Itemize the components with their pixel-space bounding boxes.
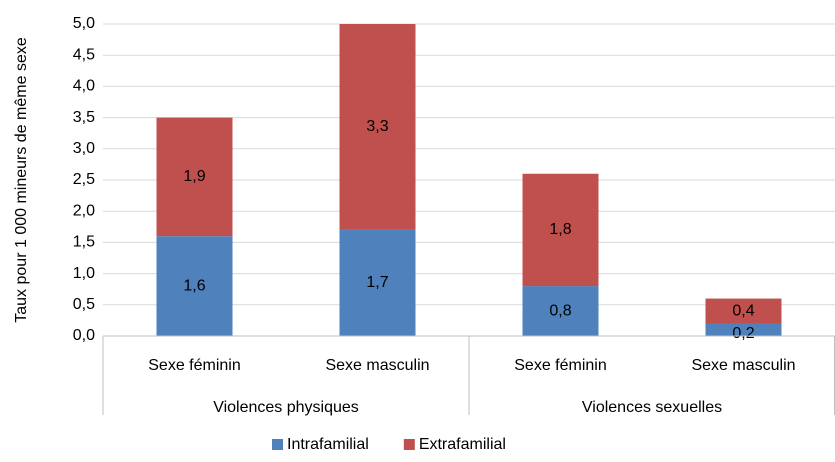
data-label: 0,8 (549, 302, 571, 319)
y-tick-label: 5,0 (73, 15, 95, 32)
legend-swatch (272, 439, 283, 450)
bar-segment (156, 236, 233, 336)
data-label: 1,7 (366, 274, 388, 291)
legend-swatch (403, 439, 415, 450)
x-tick-label: Sexe masculin (325, 357, 429, 374)
bar-segment (339, 24, 416, 230)
data-label: 1,8 (549, 221, 571, 238)
y-tick-label: 0,0 (73, 327, 95, 344)
y-tick-label: 0,5 (73, 296, 95, 313)
y-tick-label: 4,0 (73, 78, 95, 95)
bar-segment (705, 298, 782, 324)
data-label: 1,9 (183, 168, 205, 185)
x-tick-label: Sexe féminin (514, 357, 607, 374)
data-label: 0,2 (732, 325, 754, 342)
group-label: Violences physiques (213, 399, 359, 416)
y-tick-label: 3,5 (73, 109, 95, 126)
bar-segment (705, 323, 782, 336)
y-tick-label: 2,5 (73, 171, 95, 188)
y-tick-label: 1,0 (73, 265, 95, 282)
bar-segment (156, 117, 233, 237)
y-tick-label: 1,5 (73, 234, 95, 251)
bar-segment (522, 173, 599, 287)
y-tick-label: 2,0 (73, 202, 95, 219)
x-tick-label: Sexe masculin (691, 357, 795, 374)
bar-segment (522, 286, 599, 336)
data-label: 0,4 (732, 302, 754, 319)
bar-segment (339, 229, 416, 336)
legend-label: Extrafamilial (419, 436, 506, 453)
legend-label: Intrafamilial (287, 436, 369, 453)
y-tick-label: 4,5 (73, 46, 95, 63)
data-label: 1,6 (183, 277, 205, 294)
y-axis-title: Taux pour 1 000 mineurs de même sexe (13, 37, 30, 323)
y-tick-label: 3,0 (73, 140, 95, 157)
group-label: Violences sexuelles (582, 399, 722, 416)
x-tick-label: Sexe féminin (148, 357, 241, 374)
data-label: 3,3 (366, 118, 388, 135)
